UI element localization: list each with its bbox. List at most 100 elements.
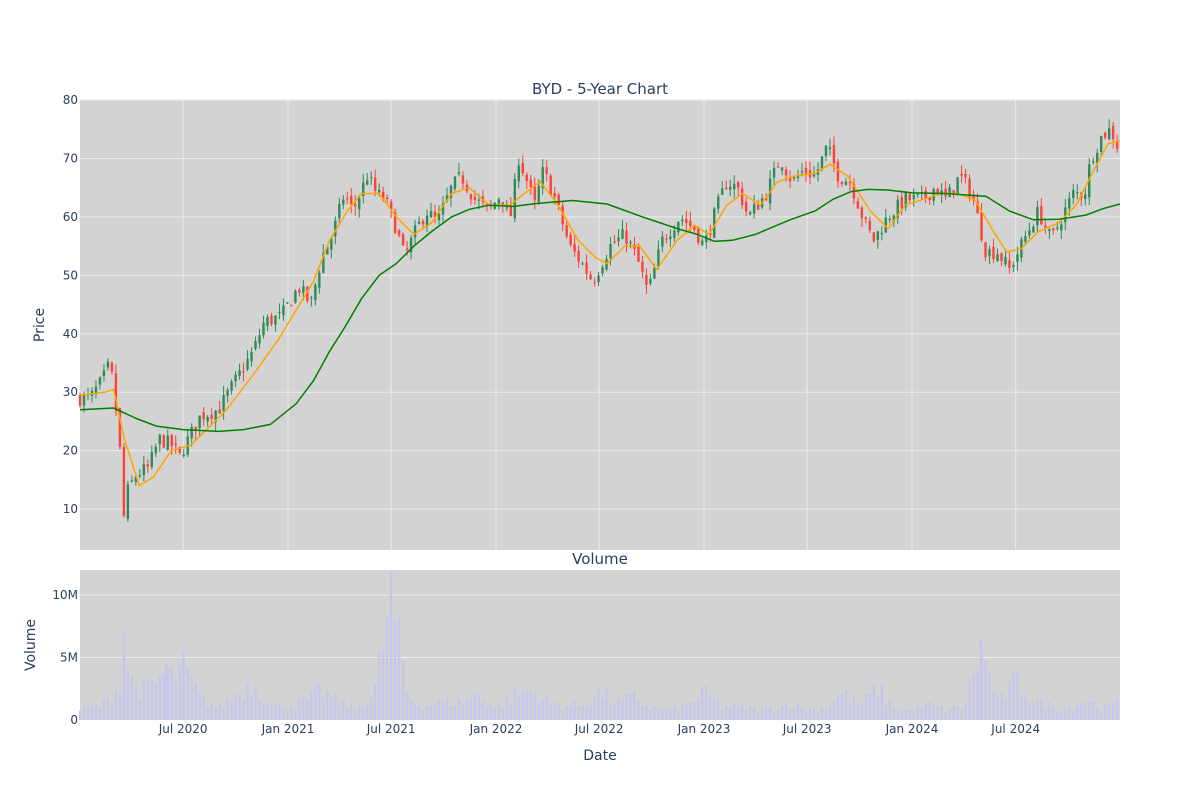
candle-down bbox=[469, 194, 473, 200]
volume-bar bbox=[705, 685, 708, 720]
candle-up bbox=[1024, 236, 1027, 242]
volume-bar bbox=[964, 703, 967, 720]
volume-bar bbox=[808, 708, 812, 720]
volume-bar bbox=[804, 711, 808, 720]
candle-up bbox=[190, 426, 193, 439]
candle-down bbox=[693, 224, 696, 231]
volume-bar bbox=[158, 675, 161, 720]
candle-down bbox=[521, 163, 524, 174]
candle-up bbox=[230, 381, 233, 391]
candle-down bbox=[501, 202, 505, 206]
volume-bar bbox=[413, 703, 417, 720]
volume-bar bbox=[114, 691, 117, 720]
volume-bar bbox=[605, 688, 608, 720]
volume-bar bbox=[701, 687, 704, 720]
volume-bar bbox=[1096, 708, 1099, 720]
candle-up bbox=[733, 183, 736, 190]
volume-bar bbox=[274, 703, 277, 720]
volume-bar bbox=[266, 705, 269, 720]
candle-down bbox=[984, 242, 987, 258]
volume-bar bbox=[190, 675, 193, 720]
candle-up bbox=[138, 474, 142, 477]
candle-down bbox=[1044, 225, 1047, 228]
volume-bar bbox=[485, 706, 488, 720]
ma-short-line bbox=[79, 140, 1121, 487]
volume-bar bbox=[218, 702, 221, 720]
volume-y-tick-label: 5M bbox=[60, 651, 78, 665]
volume-bar bbox=[386, 617, 389, 720]
volume-bar bbox=[146, 681, 149, 720]
candle-down bbox=[665, 238, 668, 240]
candle-up bbox=[318, 272, 321, 288]
candle-up bbox=[425, 215, 429, 227]
candle-up bbox=[661, 236, 664, 247]
candle-up bbox=[1036, 206, 1039, 226]
volume-bar bbox=[398, 618, 401, 720]
volume-bar bbox=[1028, 702, 1031, 720]
candle-up bbox=[844, 181, 848, 186]
volume-bar bbox=[749, 706, 752, 720]
candle-up bbox=[150, 452, 153, 468]
volume-bar bbox=[346, 709, 349, 720]
volume-bar bbox=[976, 671, 979, 720]
candle-up bbox=[752, 204, 756, 214]
volume-bar-peak bbox=[182, 657, 185, 720]
volume-bar bbox=[960, 709, 963, 720]
candle-down bbox=[972, 196, 975, 201]
volume-bar bbox=[481, 700, 484, 720]
candle-up bbox=[409, 237, 413, 253]
candle-up bbox=[441, 203, 445, 215]
candle-up bbox=[437, 213, 441, 221]
volume-bar bbox=[130, 677, 133, 720]
volume-bar bbox=[1088, 702, 1091, 720]
volume-bar bbox=[1008, 681, 1011, 720]
volume-bar bbox=[621, 699, 624, 720]
candle-up bbox=[748, 212, 752, 215]
candle-up bbox=[713, 208, 716, 238]
volume-bar bbox=[126, 670, 129, 720]
volume-bar bbox=[645, 705, 648, 720]
candle-up bbox=[1107, 128, 1111, 140]
volume-bar bbox=[1108, 704, 1111, 720]
candle-down bbox=[210, 414, 213, 419]
volume-bar bbox=[553, 701, 556, 720]
candle-up bbox=[772, 167, 776, 178]
volume-bar bbox=[972, 674, 975, 720]
candle-up bbox=[517, 165, 520, 182]
candle-down bbox=[553, 192, 556, 197]
candle-down bbox=[804, 167, 808, 174]
volume-bar bbox=[106, 697, 110, 720]
volume-bar bbox=[298, 698, 301, 720]
candle-up bbox=[597, 275, 600, 282]
volume-bar bbox=[441, 701, 445, 720]
volume-bar bbox=[1048, 702, 1051, 720]
volume-bar bbox=[258, 699, 261, 720]
candle-up bbox=[1099, 135, 1103, 152]
volume-bar bbox=[800, 707, 804, 720]
volume-bar bbox=[238, 693, 241, 720]
volume-bar bbox=[545, 696, 548, 720]
candle-up bbox=[1072, 190, 1075, 199]
volume-bar bbox=[673, 705, 676, 720]
volume-bar bbox=[210, 703, 213, 720]
volume-bar bbox=[94, 704, 98, 720]
volume-bar bbox=[310, 689, 313, 720]
volume-bar bbox=[406, 690, 409, 720]
volume-bars bbox=[78, 571, 1119, 720]
candle-up bbox=[505, 207, 509, 209]
volume-bar bbox=[1012, 671, 1015, 720]
candle-up bbox=[1092, 161, 1095, 163]
candle-up bbox=[158, 434, 161, 445]
candle-down bbox=[900, 196, 903, 209]
volume-bar bbox=[713, 699, 716, 720]
volume-bar bbox=[318, 684, 321, 720]
candle-up bbox=[988, 249, 991, 257]
candle-up bbox=[222, 395, 225, 411]
volume-bar bbox=[465, 699, 469, 720]
candle-down bbox=[593, 282, 596, 284]
candle-down bbox=[689, 220, 692, 226]
volume-bar bbox=[585, 705, 588, 720]
candle-down bbox=[992, 246, 995, 259]
candle-up bbox=[824, 145, 828, 156]
candle-up bbox=[366, 180, 369, 185]
